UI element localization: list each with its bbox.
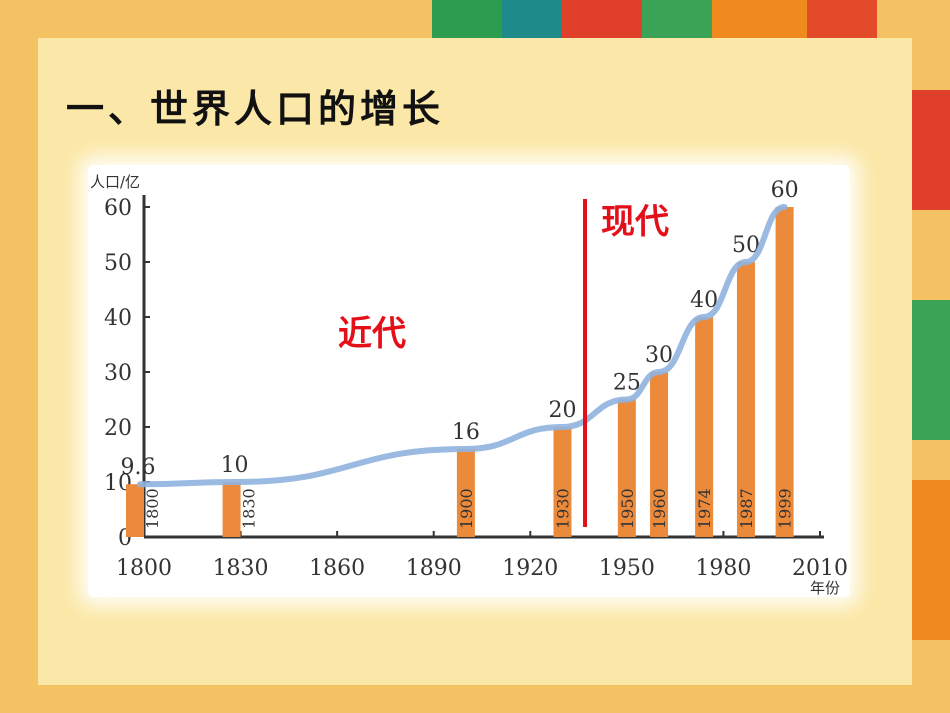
bar-value-label: 60 [771, 178, 799, 203]
bar-year-label: 1950 [618, 488, 637, 529]
y-tick-label: 30 [104, 361, 132, 386]
bar [650, 372, 669, 537]
bar-year-label: 1987 [737, 488, 756, 529]
bar [695, 317, 714, 537]
bg-stripe-green-right [912, 300, 950, 440]
bar-year-label: 1900 [457, 488, 476, 529]
bar [553, 427, 572, 537]
bar-year-label: 1930 [553, 488, 572, 529]
bg-stripe-green [432, 0, 502, 38]
era-label-contemporary: 现代 [601, 202, 669, 242]
x-tick-label: 1920 [502, 556, 558, 581]
bar [456, 449, 475, 537]
bar-value-label: 10 [221, 453, 249, 478]
x-tick-label: 1800 [116, 556, 172, 581]
x-tick-label: 1860 [309, 556, 365, 581]
x-tick-label: 1950 [599, 556, 655, 581]
bar-value-label: 9.6 [121, 455, 156, 480]
bg-stripe-orange [712, 0, 807, 38]
bar-year-label: 1830 [240, 488, 259, 529]
x-tick-label: 1830 [213, 556, 269, 581]
x-tick-label: 1980 [695, 556, 751, 581]
era-label-modern-history: 近代 [338, 314, 406, 354]
y-axis-label: 人口/亿 [90, 173, 140, 191]
bar-year-label: 1960 [650, 488, 669, 529]
y-tick-label: 20 [104, 416, 132, 441]
y-tick-label: 60 [104, 196, 132, 221]
x-tick-label: 1890 [406, 556, 462, 581]
bg-stripe-teal [502, 0, 562, 38]
y-tick-label: 40 [104, 306, 132, 331]
bar [222, 482, 241, 537]
slide-title: 一、世界人口的增长 [66, 87, 445, 131]
x-tick-label: 2010 [792, 556, 848, 581]
bar [775, 207, 794, 537]
bar-year-label: 1974 [695, 488, 714, 529]
bar-year-label: 1800 [143, 488, 162, 529]
bar-value-label: 20 [548, 398, 576, 423]
x-axis-label: 年份 [810, 579, 840, 597]
bar-year-label: 1999 [776, 488, 795, 529]
bar [126, 484, 144, 537]
bg-stripe-orange-right [912, 480, 950, 640]
bar [736, 262, 755, 537]
trend-curve [137, 204, 788, 488]
chart-card: 人口/亿 年份 0 10 20 30 40 50 60 1800 1830 1860 1890 192… [88, 165, 850, 597]
bg-stripe-red-right [912, 90, 950, 210]
bar-value-label: 16 [452, 420, 480, 445]
bg-stripe-green2 [642, 0, 712, 38]
bar [617, 399, 636, 537]
y-tick-label: 50 [104, 251, 132, 276]
bg-stripe-red2 [807, 0, 877, 38]
bg-stripe-red [562, 0, 642, 38]
